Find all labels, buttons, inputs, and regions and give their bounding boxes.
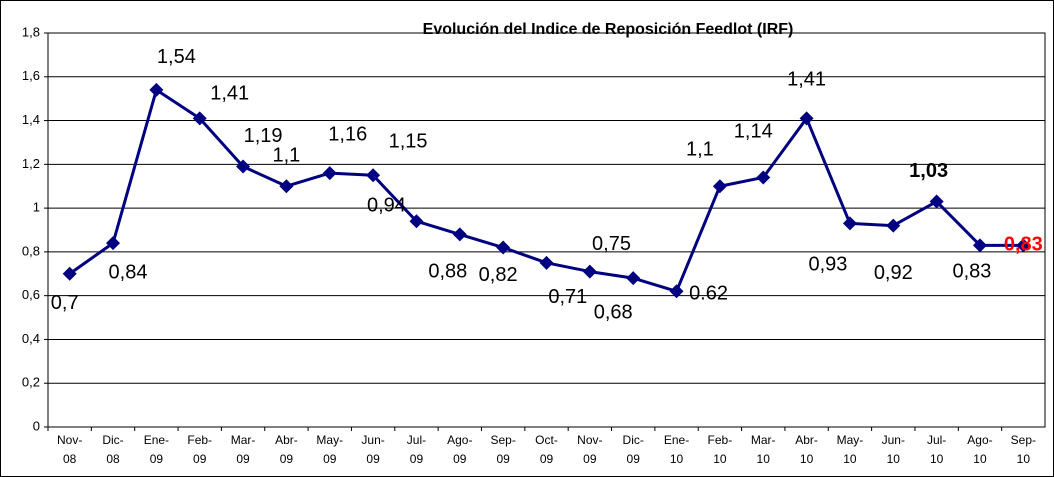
x-tick-label: May-10: [837, 433, 864, 466]
point-marker: [1016, 238, 1031, 253]
y-tick-label: 1,2: [22, 156, 40, 171]
data-label: 0,84: [109, 261, 148, 283]
x-tick-label: Mar-10: [751, 433, 776, 466]
data-label: 1,16: [328, 123, 367, 145]
point-marker: [669, 284, 684, 299]
point-marker: [929, 194, 944, 209]
data-label: 0.62: [689, 283, 728, 305]
data-label: 0,92: [874, 262, 913, 284]
point-marker: [496, 240, 511, 255]
x-tick-label: May-09: [316, 433, 343, 466]
data-label: 1,14: [734, 121, 773, 143]
data-label: 1,41: [787, 69, 826, 91]
point-marker: [972, 238, 987, 253]
point-marker: [236, 159, 251, 174]
point-marker: [539, 255, 554, 270]
data-label: 1,03: [909, 160, 948, 182]
point-marker: [366, 168, 381, 183]
data-label: 0,68: [594, 301, 633, 323]
point-marker: [756, 170, 771, 185]
x-tick-label: Feb-09: [187, 433, 212, 466]
point-marker: [409, 214, 424, 229]
point-marker: [62, 266, 77, 281]
x-tick-label: Jun-10: [882, 433, 905, 466]
y-tick-label: 1,6: [22, 68, 40, 83]
point-marker: [322, 166, 337, 181]
x-tick-label: Mar-09: [231, 433, 256, 466]
data-label: 0,93: [808, 254, 847, 276]
x-tick-label: Jun-09: [361, 433, 384, 466]
x-tick-label: Nov-08: [57, 433, 82, 466]
x-tick-label: Ago-10: [967, 433, 992, 466]
x-tick-label: Sep-10: [1011, 433, 1036, 466]
point-marker: [452, 227, 467, 242]
data-label: 1,54: [157, 46, 196, 68]
x-tick-label: Jul-09: [407, 433, 426, 466]
x-tick-label: Jul-10: [927, 433, 946, 466]
x-tick-label: Dic-08: [102, 433, 123, 466]
y-tick-label: 0,6: [22, 287, 40, 302]
point-marker: [192, 111, 207, 126]
point-marker: [106, 236, 121, 251]
x-tick-label: Abr-09: [275, 433, 298, 466]
y-tick-label: 1,4: [22, 112, 40, 127]
data-label: 0,88: [428, 261, 467, 283]
data-label: 1,41: [210, 83, 249, 105]
x-tick-label: Nov-09: [577, 433, 602, 466]
x-tick-label: Oct-09: [535, 433, 558, 466]
point-marker: [799, 111, 814, 126]
y-tick-label: 0,2: [22, 375, 40, 390]
point-marker: [149, 82, 164, 97]
y-tick-label: 1: [33, 200, 40, 215]
chart-title: Evolución del Indice de Reposición Feedl…: [423, 21, 794, 38]
point-marker: [582, 264, 597, 279]
y-tick-label: 0,8: [22, 243, 40, 258]
data-label: 0,83: [1004, 234, 1043, 256]
x-tick-label: Sep-09: [490, 433, 515, 466]
x-tick-label: Ene-09: [144, 433, 169, 466]
data-label: 0,71: [548, 286, 587, 308]
x-tick-label: Ene-10: [664, 433, 689, 466]
data-label: 0,7: [51, 292, 79, 314]
y-tick-label: 0: [33, 418, 40, 433]
point-marker: [712, 179, 727, 194]
data-label: 0,75: [592, 233, 631, 255]
data-label: 0,83: [953, 261, 992, 283]
point-marker: [886, 218, 901, 233]
y-tick-label: 1,8: [22, 24, 40, 39]
data-label: 1,15: [389, 131, 428, 153]
data-label: 0,94: [367, 195, 406, 217]
point-marker: [626, 271, 641, 286]
plot-area: [47, 32, 1046, 428]
x-tick-label: Ago-09: [447, 433, 472, 466]
data-label: 0,82: [479, 264, 518, 286]
point-marker: [279, 179, 294, 194]
x-tick-label: Dic-09: [623, 433, 644, 466]
point-marker: [842, 216, 857, 231]
x-tick-label: Abr-10: [795, 433, 818, 466]
y-tick-label: 0,4: [22, 331, 40, 346]
data-label: 1,1: [686, 139, 714, 161]
data-label: 1,1: [273, 145, 301, 167]
x-tick-label: Feb-10: [708, 433, 733, 466]
data-label: 1,19: [244, 125, 283, 147]
